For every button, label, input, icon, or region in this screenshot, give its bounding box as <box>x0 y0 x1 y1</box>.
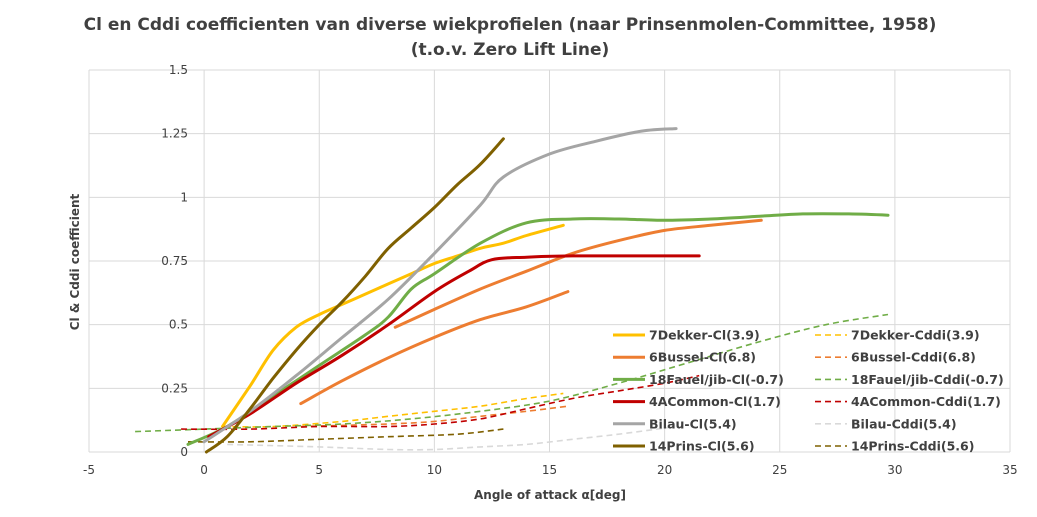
legend-entry: 18Fauel/jib-Cl(-0.7) <box>613 372 784 387</box>
series-line-18fauel-jib-cddi-0-7 <box>135 313 889 433</box>
series-line-4acommon-cl-1-7 <box>207 254 701 439</box>
legend-label: 4ACommon-Cddi(1.7) <box>851 394 1001 409</box>
x-tick-label: 5 <box>315 463 323 477</box>
series-line-bilau-cl-5-4 <box>202 127 678 444</box>
x-tick-label: 20 <box>657 463 672 477</box>
legend-entry: 6Bussel-Cl(6.8) <box>613 350 756 365</box>
legend-label: 14Prins-Cddi(5.6) <box>851 439 974 454</box>
legend-entry: 14Prins-Cddi(5.6) <box>815 439 974 454</box>
series-layer <box>135 127 890 454</box>
y-tick-label: 0 <box>180 445 188 459</box>
series-line-6bussel-cl-6-8 <box>299 290 570 406</box>
legend: 7Dekker-Cl(3.9) 7Dekker-Cddi(3.9) 6Bussel-… <box>613 328 1004 454</box>
y-axis-title: Cl & Cddi coefficient <box>68 193 82 330</box>
legend-entry: 7Dekker-Cl(3.9) <box>613 328 760 343</box>
y-tick-label: 1 <box>180 190 188 204</box>
series-line-bilau-cddi-5-4 <box>227 425 677 451</box>
series-line-14prins-cddi-5-6 <box>187 428 504 443</box>
legend-entry: 18Fauel/jib-Cddi(-0.7) <box>815 372 1004 387</box>
legend-entry: Bilau-Cddi(5.4) <box>815 416 957 431</box>
x-tick-label: 0 <box>200 463 208 477</box>
legend-label: 4ACommon-Cl(1.7) <box>649 394 781 409</box>
x-tick-label: 30 <box>887 463 902 477</box>
series-line-14prins-cl-5-6 <box>204 137 505 454</box>
y-tick-label: 0.25 <box>161 381 188 395</box>
chart-subtitle: (t.o.v. Zero Lift Line) <box>411 40 610 60</box>
x-tick-label: 15 <box>542 463 557 477</box>
legend-label: 18Fauel/jib-Cl(-0.7) <box>649 372 784 387</box>
x-tick-label: 25 <box>772 463 787 477</box>
x-tick-label: -5 <box>83 463 95 477</box>
legend-label: Bilau-Cddi(5.4) <box>851 416 957 431</box>
tick-layer: -5 0 5 10 15 20 25 30 35 0 0.25 0.5 0.75 1 1.25 1.5 <box>83 63 1018 477</box>
legend-entry: 7Dekker-Cddi(3.9) <box>815 328 980 343</box>
x-tick-label: 10 <box>427 463 442 477</box>
y-tick-label: 1.25 <box>161 127 188 141</box>
legend-label: 7Dekker-Cl(3.9) <box>649 328 760 343</box>
series-line-6bussel-cddi-6-8 <box>300 405 568 428</box>
series-line-4acommon-cddi-1-7 <box>181 374 700 431</box>
legend-entry: 4ACommon-Cl(1.7) <box>613 394 781 409</box>
y-tick-label: 0.75 <box>161 254 188 268</box>
legend-label: Bilau-Cl(5.4) <box>649 416 737 431</box>
legend-label: 6Bussel-Cl(6.8) <box>649 350 756 365</box>
legend-label: 6Bussel-Cddi(6.8) <box>851 350 976 365</box>
legend-entry: Bilau-Cl(5.4) <box>613 416 737 431</box>
legend-entry: 14Prins-Cl(5.6) <box>613 439 755 454</box>
y-tick-label: 0.5 <box>169 318 188 332</box>
x-tick-label: 35 <box>1002 463 1017 477</box>
legend-label: 7Dekker-Cddi(3.9) <box>851 328 980 343</box>
y-tick-label: 1.5 <box>169 63 188 77</box>
legend-entry: 4ACommon-Cddi(1.7) <box>815 394 1001 409</box>
series-line-7dekker-cddi-3-9 <box>222 392 564 428</box>
legend-label: 18Fauel/jib-Cddi(-0.7) <box>851 372 1004 387</box>
series-line-7dekker-cl-3-9 <box>221 223 565 428</box>
legend-label: 14Prins-Cl(5.6) <box>649 439 755 454</box>
x-axis-title: Angle of attack α[deg] <box>474 488 626 502</box>
legend-entry: 6Bussel-Cddi(6.8) <box>815 350 976 365</box>
chart-title: Cl en Cddi coefficienten van diverse wie… <box>84 15 937 35</box>
series-line-6bussel-cl-6-8 <box>393 218 763 329</box>
series-line-18fauel-jib-cl-0-7 <box>186 212 890 446</box>
